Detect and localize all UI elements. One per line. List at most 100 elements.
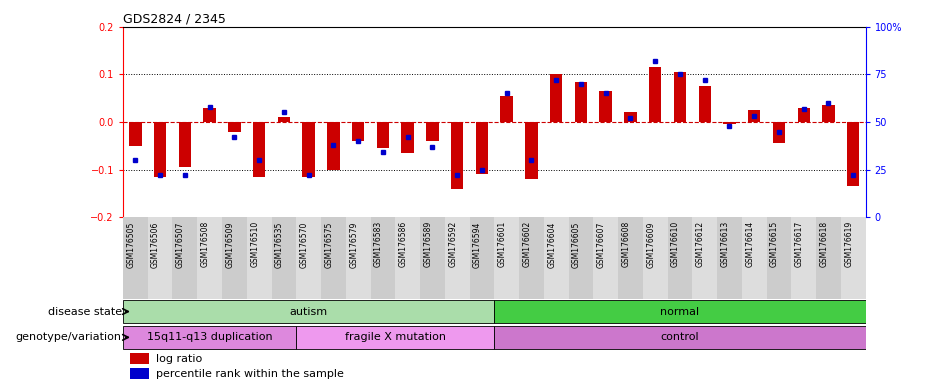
Bar — [847, 122, 859, 186]
Bar — [352, 122, 364, 141]
Text: GSM176612: GSM176612 — [695, 221, 705, 267]
Bar — [222, 217, 247, 299]
Bar — [278, 117, 290, 122]
Text: GSM176607: GSM176607 — [597, 221, 605, 268]
Bar — [476, 122, 488, 174]
Bar — [748, 110, 761, 122]
Bar — [593, 217, 618, 299]
Bar — [841, 217, 866, 299]
Text: GSM176589: GSM176589 — [424, 221, 432, 267]
Bar — [674, 72, 686, 122]
Text: disease state: disease state — [47, 306, 122, 316]
Bar — [123, 217, 148, 299]
Bar — [420, 217, 445, 299]
Bar — [228, 122, 240, 131]
Bar — [179, 122, 191, 167]
Bar — [154, 122, 166, 177]
Bar — [600, 91, 612, 122]
Text: GSM176608: GSM176608 — [622, 221, 630, 267]
Bar — [742, 217, 766, 299]
Text: GSM176579: GSM176579 — [349, 221, 359, 268]
Text: GSM176610: GSM176610 — [671, 221, 680, 267]
Bar — [791, 217, 816, 299]
Bar — [519, 217, 544, 299]
Text: fragile X mutation: fragile X mutation — [344, 333, 446, 343]
Text: GSM176505: GSM176505 — [127, 221, 135, 268]
Bar — [643, 217, 668, 299]
Bar — [327, 122, 340, 170]
Text: GSM176619: GSM176619 — [844, 221, 853, 267]
Bar — [123, 326, 296, 349]
Text: GSM176583: GSM176583 — [374, 221, 383, 267]
Bar — [445, 217, 469, 299]
Bar — [550, 74, 562, 122]
Bar — [395, 217, 420, 299]
Bar — [525, 122, 537, 179]
Bar — [816, 217, 841, 299]
Text: GSM176510: GSM176510 — [250, 221, 259, 267]
Bar — [668, 217, 692, 299]
Text: GSM176535: GSM176535 — [275, 221, 284, 268]
Text: GSM176601: GSM176601 — [498, 221, 507, 267]
Bar — [131, 368, 149, 379]
Text: GSM176570: GSM176570 — [300, 221, 308, 268]
Bar — [469, 217, 495, 299]
Bar — [130, 122, 142, 146]
Text: GSM176613: GSM176613 — [721, 221, 729, 267]
Bar — [575, 81, 587, 122]
Bar — [494, 326, 866, 349]
Text: GSM176617: GSM176617 — [795, 221, 804, 267]
Bar — [569, 217, 593, 299]
Bar — [618, 217, 642, 299]
Bar — [131, 353, 149, 364]
Text: GSM176575: GSM176575 — [324, 221, 333, 268]
Bar — [544, 217, 569, 299]
Text: GSM176592: GSM176592 — [448, 221, 457, 267]
Bar — [148, 217, 172, 299]
Text: normal: normal — [660, 306, 699, 316]
Bar — [253, 122, 265, 177]
Bar — [203, 108, 216, 122]
Bar — [198, 217, 222, 299]
Bar — [427, 122, 439, 141]
Text: GDS2824 / 2345: GDS2824 / 2345 — [123, 13, 226, 26]
Bar — [371, 217, 395, 299]
Bar — [698, 86, 710, 122]
Text: log ratio: log ratio — [156, 354, 202, 364]
Text: GSM176609: GSM176609 — [646, 221, 656, 268]
Text: GSM176509: GSM176509 — [225, 221, 235, 268]
Text: GSM176594: GSM176594 — [473, 221, 482, 268]
Text: GSM176508: GSM176508 — [201, 221, 210, 267]
Text: GSM176602: GSM176602 — [522, 221, 532, 267]
Text: GSM176604: GSM176604 — [547, 221, 556, 268]
Bar — [822, 105, 834, 122]
Text: percentile rank within the sample: percentile rank within the sample — [156, 369, 344, 379]
Bar — [692, 217, 717, 299]
Text: GSM176507: GSM176507 — [176, 221, 184, 268]
Text: GSM176506: GSM176506 — [151, 221, 160, 268]
Text: GSM176614: GSM176614 — [745, 221, 754, 267]
Bar — [500, 96, 513, 122]
Bar — [303, 122, 315, 177]
Bar — [717, 217, 742, 299]
Bar — [401, 122, 413, 153]
Text: genotype/variation: genotype/variation — [16, 333, 122, 343]
Text: 15q11-q13 duplication: 15q11-q13 duplication — [147, 333, 272, 343]
Bar — [377, 122, 389, 148]
Bar — [346, 217, 371, 299]
Text: autism: autism — [289, 306, 327, 316]
Bar — [172, 217, 198, 299]
Bar — [724, 122, 736, 124]
Bar — [773, 122, 785, 143]
Text: GSM176618: GSM176618 — [819, 221, 829, 267]
Bar — [296, 326, 494, 349]
Bar — [797, 108, 810, 122]
Text: GSM176615: GSM176615 — [770, 221, 779, 267]
Text: control: control — [660, 333, 699, 343]
Bar — [123, 300, 494, 323]
Text: GSM176605: GSM176605 — [572, 221, 581, 268]
Bar — [494, 217, 519, 299]
Bar — [451, 122, 464, 189]
Bar — [624, 113, 637, 122]
Bar — [272, 217, 296, 299]
